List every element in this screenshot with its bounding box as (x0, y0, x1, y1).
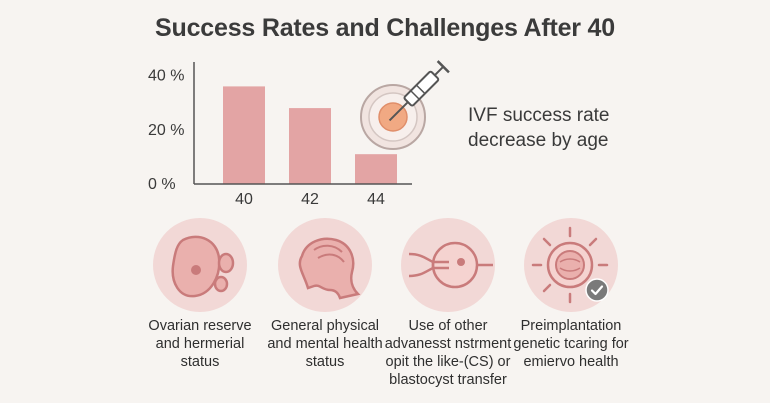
page-title: Success Rates and Challenges After 40 (155, 14, 615, 42)
x-tick-label: 44 (367, 191, 385, 208)
factor-caption-health: General physical and mental health statu… (267, 318, 383, 370)
y-tick-label: 40 % (148, 68, 184, 85)
check-badge-icon (585, 278, 609, 302)
y-tick-label: 20 % (148, 122, 184, 139)
ovary-icon (153, 218, 247, 312)
factor-caption-techniques: Use of other advanesst nstrment opit the… (384, 318, 512, 388)
bar-42 (289, 108, 331, 184)
factor-caption-pgt: Preimplantation genetic tcaring for emie… (513, 318, 629, 370)
head-profile-icon (278, 218, 372, 312)
embryo-check-icon (524, 218, 618, 312)
factor-caption-ovarian: Ovarian reserve and hermerial status (148, 318, 252, 370)
age-success-bar-chart: 0 % 20 % 40 % 40 42 44 (148, 62, 412, 208)
icsi-needle-egg-icon (401, 218, 495, 312)
bar-44 (355, 154, 397, 184)
y-tick-label: 0 % (148, 176, 176, 193)
x-tick-label: 40 (235, 191, 253, 208)
x-tick-label: 42 (301, 191, 319, 208)
ivf-success-note: IVF success rate decrease by age (468, 105, 610, 151)
icsi-illustration-icon (360, 60, 450, 150)
bar-40 (223, 86, 265, 184)
